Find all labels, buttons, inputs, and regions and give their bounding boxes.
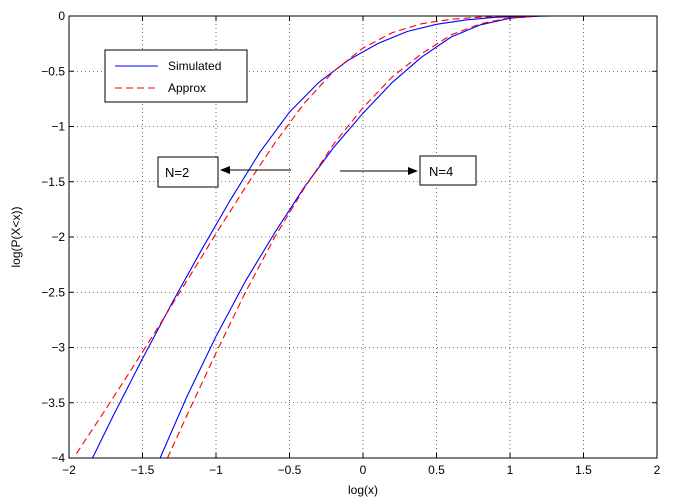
legend-box: [104, 49, 248, 103]
x-tick-label: 0.5: [428, 463, 445, 477]
legend-label-simulated: Simulated: [168, 59, 221, 73]
annotation-n2-arrowhead: [220, 166, 230, 174]
y-tick-label: −2.5: [41, 285, 65, 299]
annotation-n4-box: [419, 155, 477, 186]
x-tick-label: −1: [209, 463, 223, 477]
annotation-n4-text: N=4: [429, 164, 453, 179]
legend: Simulated Approx: [104, 49, 248, 103]
x-tick-label: 0: [360, 463, 367, 477]
grid: [69, 16, 657, 458]
y-tick-label: −0.5: [41, 64, 65, 78]
x-tick-label: −1.5: [131, 463, 155, 477]
y-tick-label: −1.5: [41, 175, 65, 189]
ticks: [68, 15, 658, 459]
annotation-n4: N=4: [340, 155, 477, 186]
y-tick-label: −3.5: [41, 396, 65, 410]
y-tick-label: −2: [51, 230, 65, 244]
annotation-n2-text: N=2: [165, 165, 189, 180]
annotation-n2-box: [157, 156, 219, 188]
x-tick-label: 1: [507, 463, 514, 477]
x-tick-label: −0.5: [278, 463, 302, 477]
y-tick-label: 0: [58, 9, 65, 23]
annotation-n4-arrowhead: [408, 167, 418, 175]
legend-label-approx: Approx: [168, 81, 206, 95]
x-tick-label: 1.5: [575, 463, 592, 477]
tick-labels: −2 −1.5 −1 −0.5 0 0.5 1 1.5 2 −4 −3.5 −3 −2.5 −2 −1.5 −…: [41, 9, 660, 477]
x-axis-label: log(x): [348, 483, 378, 497]
annotation-n2: N=2: [157, 156, 291, 188]
y-tick-label: −4: [51, 451, 65, 465]
y-tick-label: −1: [51, 120, 65, 134]
y-tick-label: −3: [51, 341, 65, 355]
x-tick-label: 2: [654, 463, 661, 477]
y-axis-label: log(P(X<x)): [9, 206, 23, 267]
x-tick-label: −2: [62, 463, 76, 477]
